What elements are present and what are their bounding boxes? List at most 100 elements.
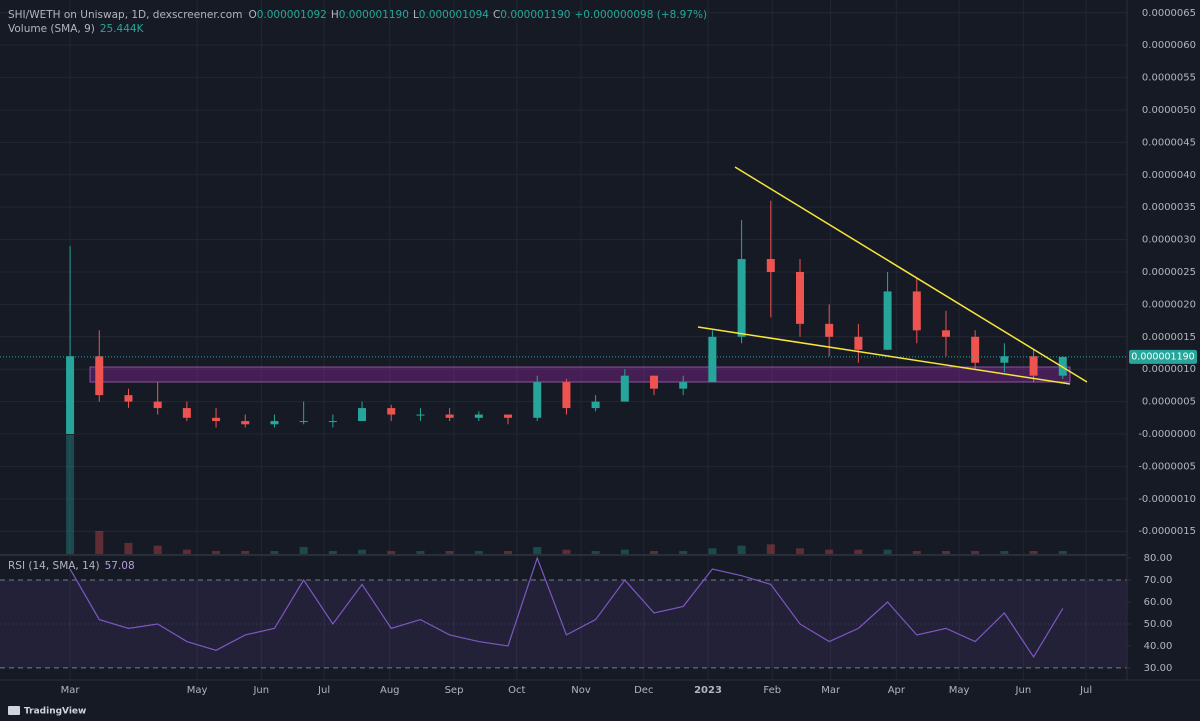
y-tick-label: 80.00 (1144, 553, 1173, 564)
x-tick-label: Oct (508, 685, 525, 696)
candle-body (474, 414, 483, 418)
y-tick-label: 60.00 (1144, 597, 1173, 608)
y-tick-label: -0.0000010 (1138, 494, 1196, 505)
volume-bar (562, 549, 571, 555)
y-tick-label: 0.0000030 (1142, 235, 1196, 246)
volume-bar (387, 551, 396, 555)
candle-body (1000, 356, 1009, 363)
volume-bar (1000, 551, 1009, 555)
x-tick-label: Nov (571, 685, 591, 696)
candle-body (591, 401, 600, 409)
candle-body (825, 323, 834, 337)
change: +0.000000098 (+8.97%) (574, 9, 707, 21)
y-tick-label: 0.0000015 (1142, 332, 1196, 343)
o-value: 0.000001092 (257, 9, 327, 21)
y-tick-label: 0.0000005 (1142, 397, 1196, 408)
candle-body (124, 395, 133, 402)
candle-body (795, 271, 804, 324)
volume-bar (328, 551, 337, 555)
axes: 0.0000065 0.0000060 0.0000055 0.0000050 0.00… (61, 8, 1197, 696)
upper-trend-line (734, 166, 1088, 383)
x-tick-label: Sep (445, 685, 464, 696)
c-value: 0.000001190 (500, 9, 570, 21)
candle-body (270, 421, 279, 425)
y-tick-label: 0.0000055 (1142, 73, 1196, 84)
y-tick-label: -0.0000005 (1138, 461, 1196, 472)
x-tick-label: Aug (380, 685, 400, 696)
candle-body (153, 401, 162, 409)
volume-bar (270, 551, 279, 555)
volume-bar (358, 549, 367, 555)
candle-body (66, 356, 75, 435)
candle-body (299, 421, 308, 423)
y-tick-label: 0.0000045 (1142, 137, 1196, 148)
y-tick-label: 0.0000025 (1142, 267, 1196, 278)
lower-trend-line (697, 326, 1071, 385)
candle-body (650, 375, 659, 389)
x-tick-label: Feb (763, 685, 781, 696)
h-label: H (331, 9, 339, 21)
volume-bar (66, 435, 75, 555)
rsi-title: RSI (14, SMA, 14) (8, 560, 100, 572)
last-price-box (1129, 349, 1197, 364)
volume-bar (650, 551, 659, 555)
rsi-line (69, 556, 1064, 659)
x-tick-label: Mar (61, 685, 81, 696)
y-tick-label: 0.0000020 (1142, 299, 1196, 310)
brand: TradingView (24, 707, 86, 717)
candle-body (854, 336, 863, 350)
y-tick-label: 0.0000050 (1142, 105, 1196, 116)
candle-body (533, 382, 542, 418)
candle-body (679, 382, 688, 389)
rsi-legend: RSI (14, SMA, 14) 57.08 (8, 560, 135, 572)
volume-bar (737, 545, 746, 555)
h-value: 0.000001190 (339, 9, 409, 21)
x-tick-label: Mar (821, 685, 841, 696)
volume-value: 25.444K (100, 23, 145, 35)
volume-bar (1029, 551, 1038, 555)
y-tick-label: 30.00 (1144, 663, 1173, 674)
x-tick-label: May (949, 685, 970, 696)
y-tick-label: 40.00 (1144, 641, 1173, 652)
candle-body (883, 291, 892, 350)
y-tick-label: 0.0000040 (1142, 170, 1196, 181)
candle-body (358, 408, 367, 422)
volume-bar (795, 548, 804, 555)
volume-bar (533, 547, 542, 555)
candle-body (620, 375, 629, 402)
candle-body (387, 408, 396, 415)
volume-bar (825, 549, 834, 555)
volume-legend: Volume (SMA, 9) 25.444K (8, 23, 145, 35)
candle-body (1029, 356, 1038, 376)
x-tick-label: Dec (634, 685, 653, 696)
volume-bar (941, 551, 950, 555)
volume-bar (95, 531, 104, 555)
volume-bar (854, 549, 863, 555)
x-tick-label: 2023 (694, 685, 722, 696)
l-value: 0.000001094 (419, 9, 489, 21)
y-tick-label: 0.0000060 (1142, 40, 1196, 51)
candle-body (941, 330, 950, 337)
volume-bar (1058, 551, 1067, 555)
x-tick-label: Jun (252, 685, 269, 696)
y-tick-label: 0.0000065 (1142, 8, 1196, 19)
volume-bar (620, 549, 629, 555)
candle-body (504, 414, 513, 418)
volume-bar (212, 551, 221, 555)
volume-bar (474, 551, 483, 555)
candle-body (328, 421, 337, 423)
candle-body (445, 414, 454, 418)
y-tick-label: -0.0000000 (1138, 429, 1196, 440)
x-tick-label: Apr (888, 685, 906, 696)
volume-label: Volume (SMA, 9) (8, 23, 95, 35)
volume-bar (153, 545, 162, 555)
candle-body (737, 259, 746, 337)
candle-body (95, 356, 104, 396)
legend-header: SHI/WETH on Uniswap, 1D, dexscreener.com… (8, 9, 707, 21)
l-label: L (413, 9, 419, 21)
volume-bar (591, 551, 600, 555)
volume-bar (182, 549, 191, 555)
